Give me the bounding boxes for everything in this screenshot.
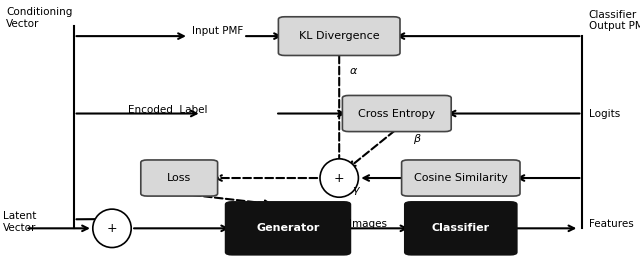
- FancyBboxPatch shape: [342, 95, 451, 132]
- Text: Loss: Loss: [167, 173, 191, 183]
- Text: +: +: [334, 172, 344, 184]
- FancyBboxPatch shape: [278, 17, 400, 55]
- Text: $\alpha$: $\alpha$: [349, 66, 358, 76]
- Text: Cosine Similarity: Cosine Similarity: [414, 173, 508, 183]
- Text: Latent
Vector: Latent Vector: [3, 211, 36, 233]
- FancyBboxPatch shape: [402, 160, 520, 196]
- Text: KL Divergence: KL Divergence: [299, 31, 380, 41]
- FancyBboxPatch shape: [404, 202, 517, 255]
- Text: Images: Images: [349, 220, 387, 229]
- Text: Encoded  Label: Encoded Label: [128, 105, 207, 115]
- Text: Classifier
Output PMF: Classifier Output PMF: [589, 10, 640, 31]
- Text: Classifier: Classifier: [432, 223, 490, 233]
- Text: $\gamma$: $\gamma$: [352, 185, 361, 197]
- Text: Generator: Generator: [256, 223, 320, 233]
- Text: Cross Entropy: Cross Entropy: [358, 109, 435, 118]
- FancyBboxPatch shape: [141, 160, 218, 196]
- Text: +: +: [107, 222, 117, 235]
- Text: $\beta$: $\beta$: [413, 132, 422, 146]
- Text: Features: Features: [589, 220, 634, 229]
- Ellipse shape: [320, 159, 358, 197]
- Text: Conditioning
Vector: Conditioning Vector: [6, 7, 73, 29]
- Ellipse shape: [93, 209, 131, 247]
- FancyBboxPatch shape: [226, 202, 351, 255]
- Text: Input PMF: Input PMF: [192, 26, 243, 36]
- Text: Logits: Logits: [589, 109, 620, 118]
